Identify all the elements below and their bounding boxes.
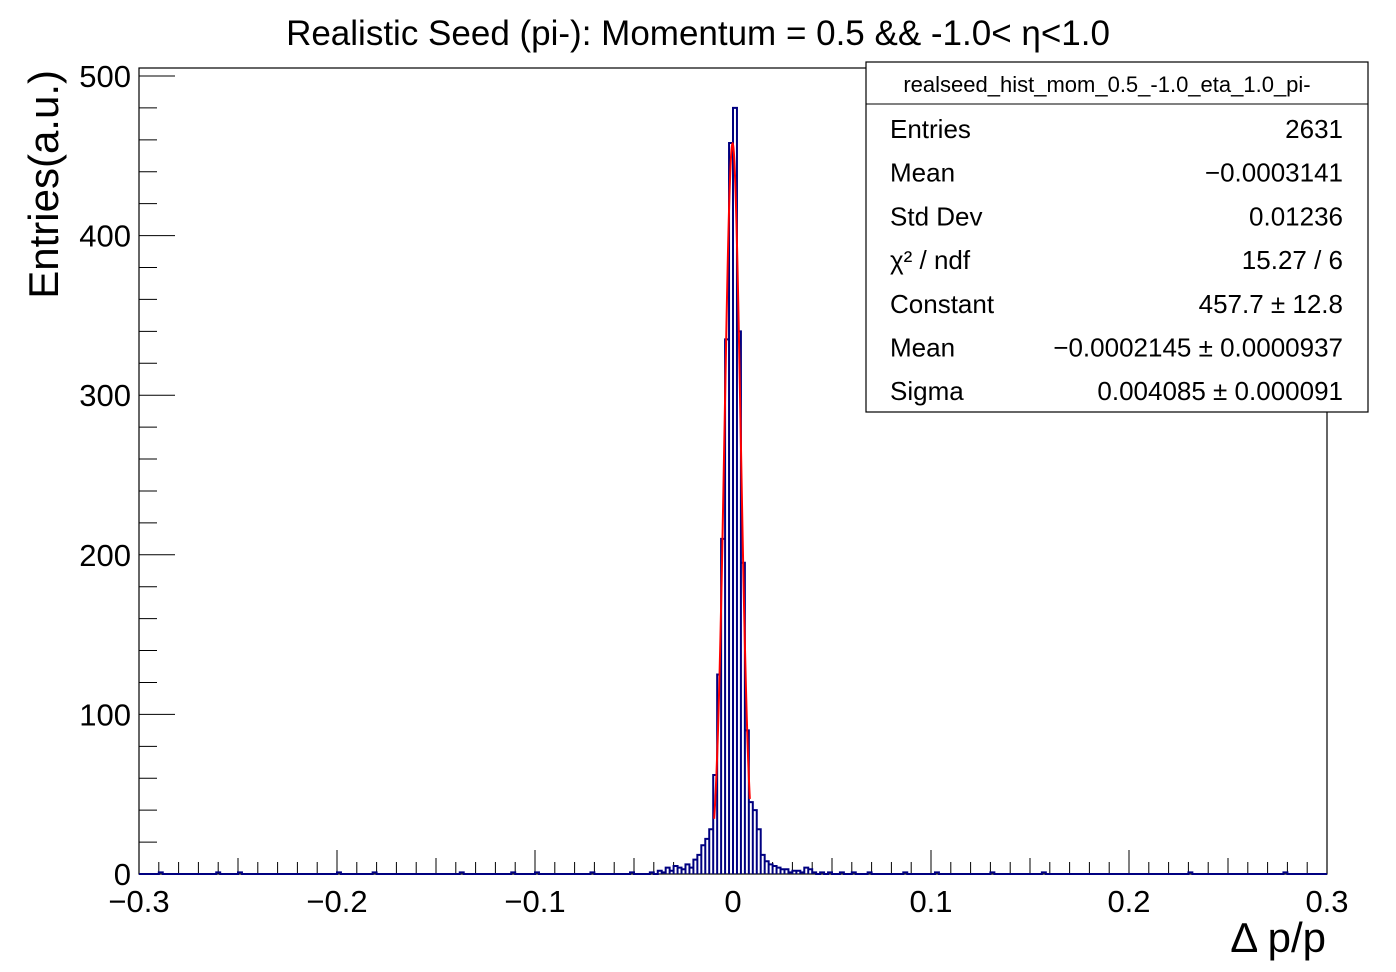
- stats-row-label: Constant: [890, 289, 995, 319]
- x-axis: −0.3 −0.2 −0.1 0 0.1 0.2 0.3: [108, 850, 1349, 919]
- x-tick-label: −0.3: [108, 884, 169, 919]
- y-axis-label: Entries(a.u.): [20, 70, 67, 299]
- stats-row-label: Mean: [890, 333, 955, 363]
- x-tick-label: 0.3: [1305, 884, 1348, 919]
- stats-row-value: 15.27 / 6: [1242, 245, 1343, 275]
- stats-box: realseed_hist_mom_0.5_-1.0_eta_1.0_pi- E…: [865, 61, 1369, 413]
- stats-row-value: 2631: [1285, 114, 1343, 144]
- x-tick-label: −0.2: [306, 884, 367, 919]
- y-tick-label: 500: [79, 59, 131, 94]
- stats-row-value: 457.7 ± 12.8: [1199, 289, 1343, 319]
- histogram-series: [139, 106, 1327, 875]
- chart-title: Realistic Seed (pi-): Momentum = 0.5 && …: [286, 14, 1110, 53]
- y-axis: 0 100 200 300 400 500: [79, 59, 175, 892]
- stats-row-label: χ² / ndf: [890, 245, 971, 275]
- y-tick-label: 100: [79, 697, 131, 732]
- fit-curve: [713, 141, 751, 819]
- y-tick-label: 200: [79, 538, 131, 573]
- y-tick-label: 300: [79, 378, 131, 413]
- histogram-outline: [139, 106, 1327, 875]
- stats-box-name: realseed_hist_mom_0.5_-1.0_eta_1.0_pi-: [903, 72, 1310, 97]
- stats-row-value: −0.0003141: [1205, 158, 1343, 188]
- stats-row-label: Std Dev: [890, 201, 983, 231]
- x-tick-label: 0: [724, 884, 741, 919]
- stats-row-label: Entries: [890, 114, 971, 144]
- stats-row-value: 0.004085 ± 0.000091: [1097, 376, 1343, 406]
- stats-box-frame: [865, 61, 1369, 413]
- y-tick-label: 400: [79, 219, 131, 254]
- stats-row-value: −0.0002145 ± 0.0000937: [1053, 333, 1343, 363]
- stats-row-label: Mean: [890, 158, 955, 188]
- gaussian-fit-series: [713, 141, 751, 819]
- x-tick-label: −0.1: [504, 884, 565, 919]
- x-tick-label: 0.1: [909, 884, 952, 919]
- x-tick-label: 0.2: [1107, 884, 1150, 919]
- stats-row-label: Sigma: [890, 376, 964, 406]
- x-axis-label: Δ p/p: [1230, 914, 1326, 961]
- y-tick-label: 0: [114, 857, 131, 892]
- stats-row-value: 0.01236: [1249, 201, 1343, 231]
